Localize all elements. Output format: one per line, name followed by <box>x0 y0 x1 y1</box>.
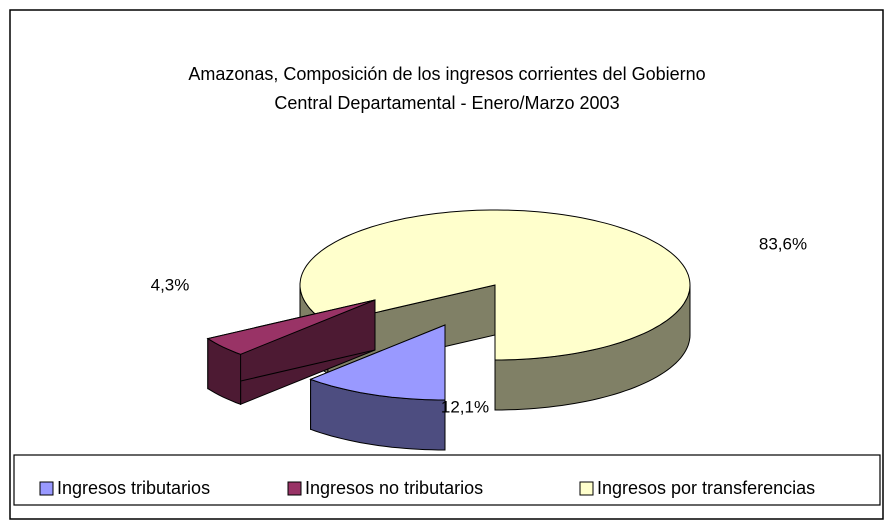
pie: 12,1% 4,3% 83,6% <box>151 209 807 451</box>
slice <box>206 299 376 355</box>
slice <box>309 324 446 401</box>
slice <box>299 209 691 361</box>
legend-label: Ingresos por transferencias <box>597 478 815 498</box>
legend-box <box>13 454 881 506</box>
data-label: 4,3% <box>151 275 190 294</box>
legend: Ingresos tributarios Ingresos no tributar… <box>39 478 815 498</box>
data-label: 83,6% <box>759 234 807 253</box>
chart-subtitle: Central Departamental - Enero/Marzo 2003 <box>274 93 619 113</box>
chart-title: Amazonas, Composición de los ingresos co… <box>188 64 705 84</box>
legend-swatch <box>39 481 54 496</box>
legend-label: Ingresos tributarios <box>57 478 210 498</box>
legend-label: Ingresos no tributarios <box>305 478 483 498</box>
legend-swatch <box>579 481 594 496</box>
legend-swatch <box>287 481 302 496</box>
data-label: 12,1% <box>441 397 489 416</box>
